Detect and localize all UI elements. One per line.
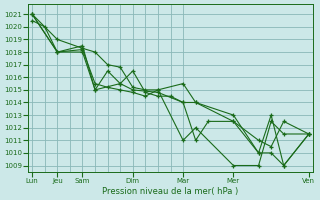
X-axis label: Pression niveau de la mer( hPa ): Pression niveau de la mer( hPa ) (102, 187, 239, 196)
